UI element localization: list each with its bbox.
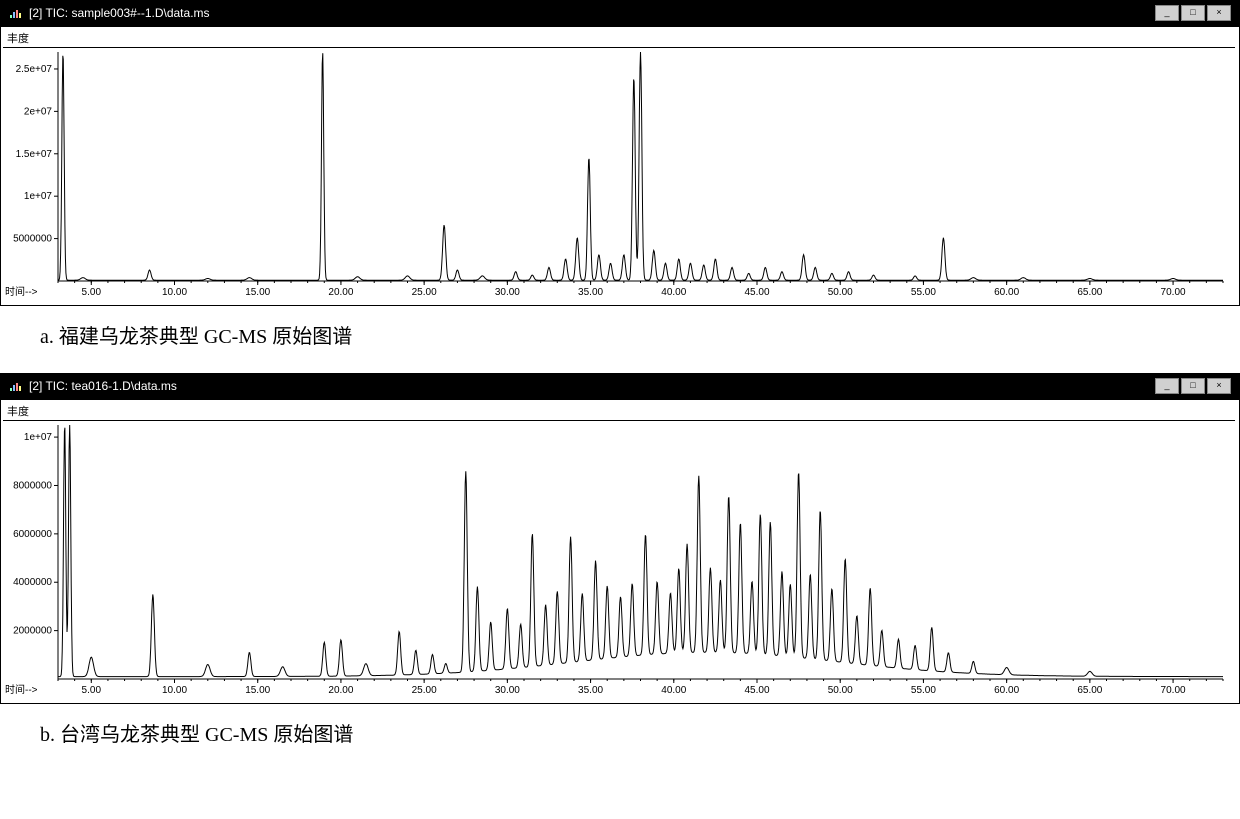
svg-text:1e+07: 1e+07 [24,191,53,202]
svg-text:时间-->: 时间--> [5,285,38,298]
svg-text:10.00: 10.00 [162,685,187,696]
titlebar-a: [2] TIC: sample003#--1.D\data.ms _ □ × [0,0,1240,26]
titlebar-text-a: [2] TIC: sample003#--1.D\data.ms [29,6,210,20]
minimize-button[interactable]: _ [1155,5,1179,21]
svg-text:1.5e+07: 1.5e+07 [16,149,53,160]
svg-text:25.00: 25.00 [412,685,437,696]
svg-text:8000000: 8000000 [13,480,52,491]
window-controls-a: _ □ × [1155,5,1231,21]
close-button[interactable]: × [1207,5,1231,21]
svg-text:6000000: 6000000 [13,529,52,540]
ylabel-a: 丰度 [3,29,1235,48]
chart-a-svg: 5000000 1e+07 1.5e+07 2e+07 2.5e+07 5.00 10.00… [3,48,1233,303]
svg-text:10.00: 10.00 [162,287,187,298]
svg-text:5.00: 5.00 [82,287,102,298]
svg-text:35.00: 35.00 [578,685,603,696]
svg-text:40.00: 40.00 [661,287,686,298]
titlebar-text-b: [2] TIC: tea016-1.D\data.ms [29,379,177,393]
svg-text:30.00: 30.00 [495,287,520,298]
titlebar-b: [2] TIC: tea016-1.D\data.ms _ □ × [0,373,1240,399]
svg-text:65.00: 65.00 [1077,287,1102,298]
svg-text:1e+07: 1e+07 [24,432,53,443]
svg-text:20.00: 20.00 [328,685,353,696]
chart-b-wrap: 丰度 2000000 4000000 6000000 8000000 1e+07 5.00… [0,399,1240,704]
chart-icon [9,380,23,392]
caption-a: a. 福建乌龙茶典型 GC-MS 原始图谱 [0,306,1240,373]
svg-text:2.5e+07: 2.5e+07 [16,64,53,75]
svg-text:15.00: 15.00 [245,287,270,298]
svg-text:65.00: 65.00 [1077,685,1102,696]
maximize-button[interactable]: □ [1181,5,1205,21]
svg-text:20.00: 20.00 [328,287,353,298]
svg-text:50.00: 50.00 [828,685,853,696]
svg-text:70.00: 70.00 [1161,685,1186,696]
svg-text:55.00: 55.00 [911,685,936,696]
svg-text:50.00: 50.00 [828,287,853,298]
svg-text:55.00: 55.00 [911,287,936,298]
svg-text:40.00: 40.00 [661,685,686,696]
svg-text:35.00: 35.00 [578,287,603,298]
svg-text:2000000: 2000000 [13,626,52,637]
chart-icon [9,7,23,19]
svg-text:60.00: 60.00 [994,287,1019,298]
caption-b: b. 台湾乌龙茶典型 GC-MS 原始图谱 [0,704,1240,771]
svg-text:5000000: 5000000 [13,234,52,245]
minimize-button[interactable]: _ [1155,378,1179,394]
svg-text:25.00: 25.00 [412,287,437,298]
svg-text:4000000: 4000000 [13,577,52,588]
svg-text:15.00: 15.00 [245,685,270,696]
svg-text:2e+07: 2e+07 [24,106,53,117]
svg-text:45.00: 45.00 [744,287,769,298]
svg-text:60.00: 60.00 [994,685,1019,696]
svg-text:30.00: 30.00 [495,685,520,696]
close-button[interactable]: × [1207,378,1231,394]
chromatogram-panel-b: [2] TIC: tea016-1.D\data.ms _ □ × 丰度 200… [0,373,1240,704]
chromatogram-panel-a: [2] TIC: sample003#--1.D\data.ms _ □ × 丰… [0,0,1240,306]
maximize-button[interactable]: □ [1181,378,1205,394]
svg-text:70.00: 70.00 [1161,287,1186,298]
svg-text:时间-->: 时间--> [5,683,38,696]
svg-text:45.00: 45.00 [744,685,769,696]
chart-b-svg: 2000000 4000000 6000000 8000000 1e+07 5.00 10.… [3,421,1233,701]
window-controls-b: _ □ × [1155,378,1231,394]
ylabel-b: 丰度 [3,402,1235,421]
svg-text:5.00: 5.00 [82,685,102,696]
chart-a-wrap: 丰度 5000000 1e+07 1.5e+07 2e+07 2.5e+07 5.00 10… [0,26,1240,306]
